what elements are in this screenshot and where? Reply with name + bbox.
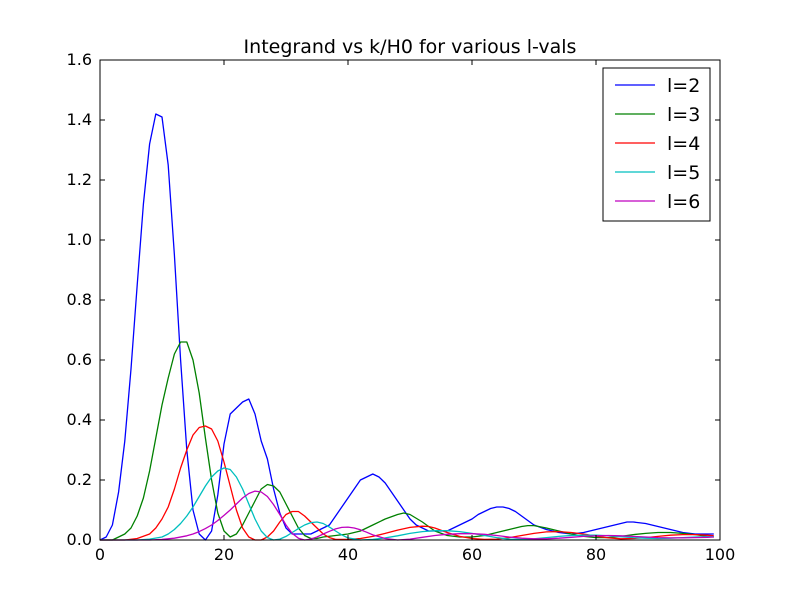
- y-tick-label: 1.2: [67, 170, 92, 189]
- y-tick-label: 0.4: [67, 410, 92, 429]
- y-tick-label: 0.6: [67, 350, 92, 369]
- axis-ticks: 0 20 40 60 80 100 0.0 0.2 0.4 0.6 0.8 1.0 1.2 1.4 1.6: [67, 50, 736, 564]
- x-tick-label: 60: [462, 545, 482, 564]
- chart-title: Integrand vs k/H0 for various l-vals: [244, 36, 577, 58]
- y-tick-label: 1.6: [67, 50, 92, 69]
- x-tick-label: 100: [705, 545, 736, 564]
- series-line-5: [100, 467, 714, 541]
- x-tick-label: 80: [586, 545, 606, 564]
- series-layer: [99, 113, 714, 541]
- legend: l=2 l=3 l=4 l=5 l=6: [602, 67, 711, 222]
- series-line-6: [100, 490, 714, 541]
- legend-label-6: l=6: [667, 191, 700, 213]
- x-tick-label: 0: [95, 545, 105, 564]
- legend-label-5: l=5: [667, 162, 700, 184]
- y-tick-label: 0.0: [67, 530, 92, 549]
- series-line-4: [100, 425, 714, 541]
- x-tick-label: 20: [214, 545, 234, 564]
- legend-label-3: l=3: [667, 104, 700, 126]
- y-tick-label: 0.2: [67, 470, 92, 489]
- x-tick-label: 40: [338, 545, 358, 564]
- legend-label-4: l=4: [667, 133, 700, 155]
- legend-box: [602, 67, 711, 222]
- legend-label-2: l=2: [667, 75, 700, 97]
- y-tick-label: 1.4: [67, 110, 92, 129]
- y-tick-label: 0.8: [67, 290, 92, 309]
- y-tick-label: 1.0: [67, 230, 92, 249]
